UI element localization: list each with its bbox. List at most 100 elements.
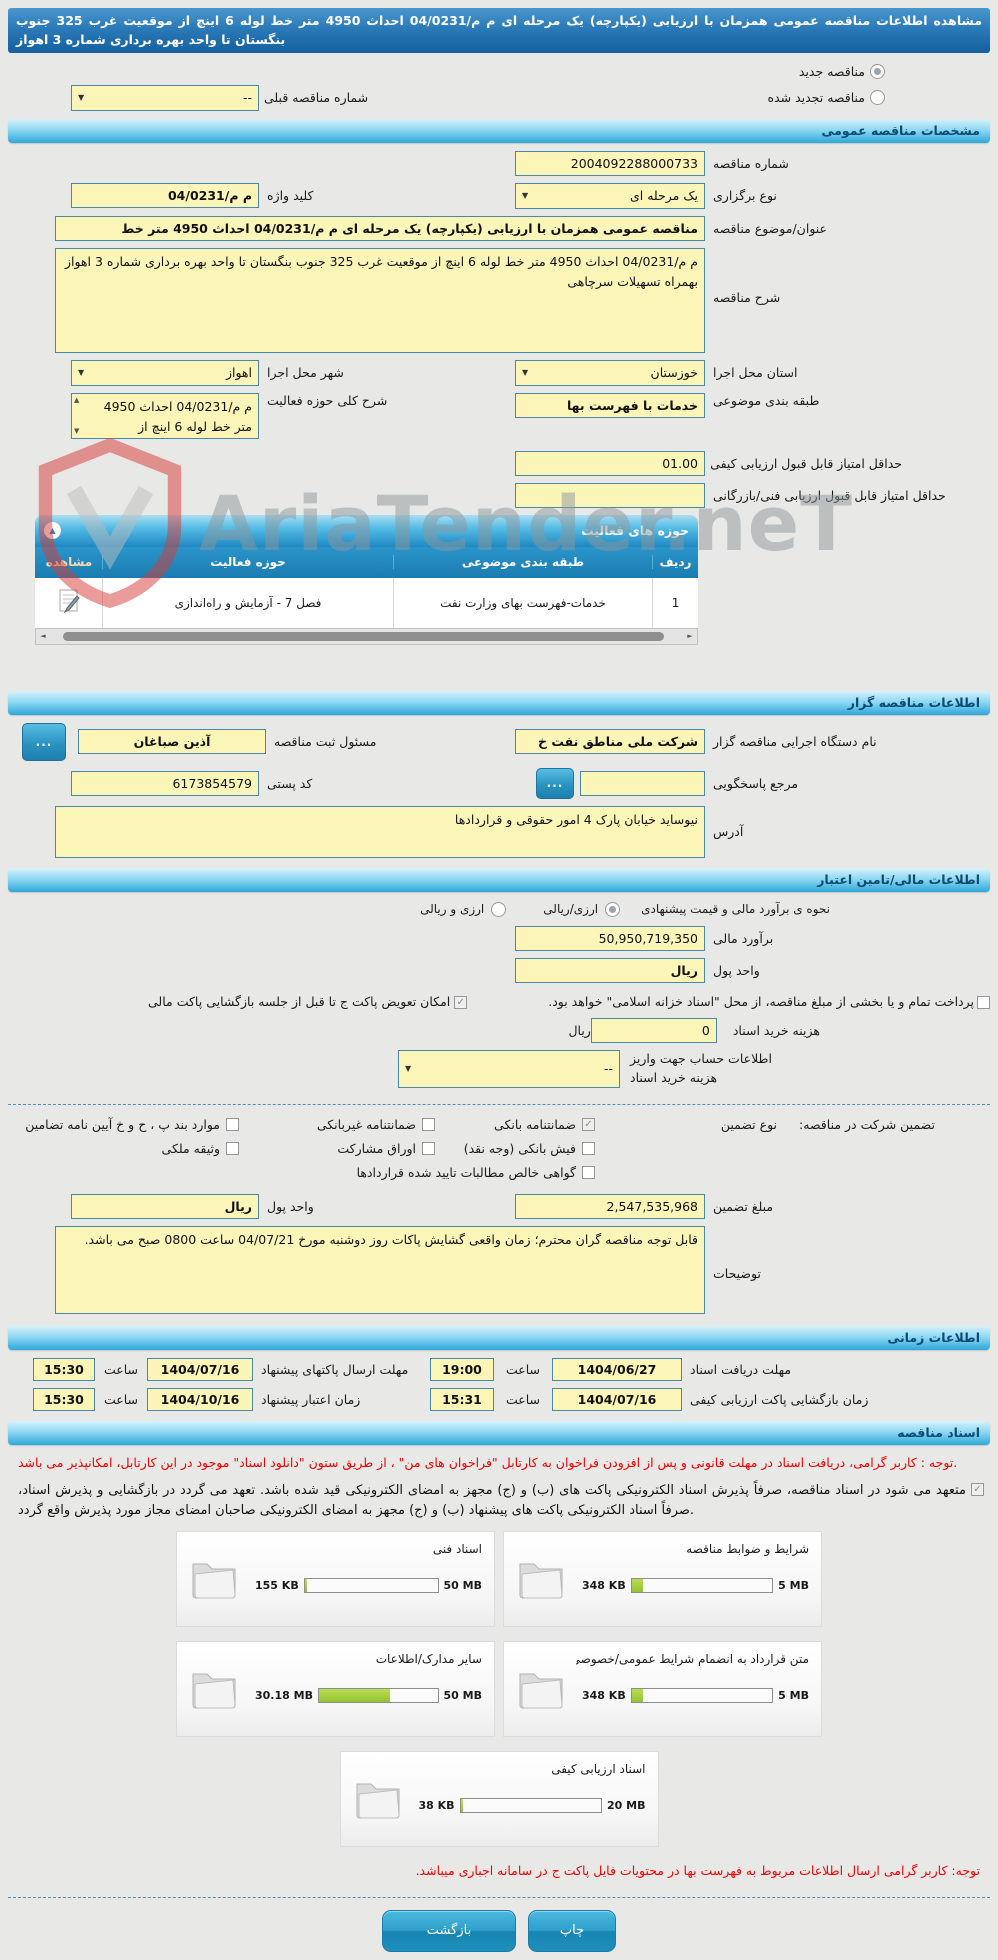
reply-reference-field[interactable]: [580, 770, 705, 796]
folder-icon: [356, 1783, 400, 1819]
divider: [8, 1103, 990, 1105]
previous-tender-select[interactable]: -- ▼: [71, 84, 259, 111]
registrar-field[interactable]: آذین صباغان: [78, 729, 266, 755]
guarantee-amount-field[interactable]: 2,547,535,968: [515, 1193, 705, 1219]
receive-date-field[interactable]: 1404/06/27: [552, 1357, 682, 1381]
net-claims-checkbox[interactable]: [582, 1165, 595, 1179]
quality-open-time-field[interactable]: 15:31: [430, 1387, 494, 1411]
section-documents: اسناد مناقصه: [8, 1420, 990, 1445]
guarantee-title: تضمین شرکت در مناقصه:: [799, 1116, 935, 1132]
file-card-terms[interactable]: شرایط و ضوابط مناقصه 348 KB 5 MB: [503, 1530, 822, 1627]
receive-time-field[interactable]: 19:00: [430, 1357, 494, 1381]
category-field[interactable]: خدمات با فهرست بها: [515, 392, 705, 418]
property-collateral-checkbox[interactable]: [226, 1141, 239, 1155]
tender-number-label: شماره مناقصه: [713, 155, 789, 171]
bid-validity-label: زمان اعتبار پیشنهاد: [261, 1391, 361, 1407]
renewed-tender-radio[interactable]: [870, 90, 885, 106]
currency-field[interactable]: ریال: [515, 957, 705, 983]
province-label: استان محل اجرا: [713, 365, 798, 381]
keyword-label: کلید واژه: [267, 188, 314, 204]
fee-account-select[interactable]: -- ▼: [398, 1049, 620, 1088]
estimate-label: برآورد مالی: [713, 930, 774, 946]
collapse-icon[interactable]: ▲: [44, 522, 61, 540]
hour-label: ساعت: [103, 1361, 138, 1377]
guarantee-type-label: نوع تضمین: [720, 1116, 778, 1132]
file-card-technical[interactable]: اسناد فنی 155 KB 50 MB: [176, 1530, 495, 1627]
swap-envelope-checkbox[interactable]: [454, 995, 468, 1009]
rial-currency-radio[interactable]: [605, 901, 621, 917]
nonbank-guarantee-checkbox[interactable]: [422, 1117, 435, 1131]
registrar-label: مسئول ثبت مناقصه: [274, 734, 377, 750]
view-document-icon[interactable]: [57, 588, 81, 617]
hour-label: ساعت: [103, 1391, 138, 1407]
folder-icon: [192, 1673, 236, 1709]
tender-files: شرایط و ضوابط مناقصه 348 KB 5 MB اسناد ف…: [176, 1530, 822, 1847]
folder-icon: [519, 1673, 563, 1709]
hour-label: ساعت: [505, 1361, 540, 1377]
city-label: شهر محل اجرا: [267, 365, 344, 381]
treasury-note: پرداخت تمام و یا بخشی از مبلغ مناقصه، از…: [548, 993, 974, 1009]
scope-field[interactable]: م م/04/0231 احداث 4950 متر خط لوله 6 این…: [71, 392, 259, 439]
address-field[interactable]: نیوساید خیابان پارک 4 امور حقوقی و قرارد…: [55, 805, 705, 858]
province-select[interactable]: خوزستان ▼: [515, 359, 705, 386]
quality-open-label: زمان بازگشایی پاکت ارزیابی کیفی: [690, 1391, 869, 1407]
quality-open-date-field[interactable]: 1404/07/16: [552, 1387, 682, 1411]
estimate-method-label: نحوه ی برآورد مالی و قیمت پیشنهادی: [641, 902, 830, 917]
submit-deadline-label: مهلت ارسال پاکتهای پیشنهاد: [261, 1361, 409, 1377]
folder-icon: [192, 1563, 236, 1599]
doc-fee-unit: ریال: [568, 1022, 591, 1038]
table-row: 1 خدمات-فهرست بهای وزارت نفت فصل 7 - آزم…: [35, 577, 698, 628]
scroll-left-icon[interactable]: ◄: [40, 632, 46, 641]
section-general-specs: مشخصات مناقصه عمومی: [8, 118, 990, 143]
tender-desc-field[interactable]: م م/04/0231 احداث 4950 متر خط لوله 6 این…: [55, 247, 705, 353]
tender-title-label: عنوان/موضوع مناقصه: [713, 220, 828, 236]
renewed-tender-label: مناقصه تجدید شده: [767, 90, 865, 106]
spinner-down-icon[interactable]: ▼: [74, 426, 80, 435]
min-quality-score-field[interactable]: 01.00: [515, 450, 705, 476]
activity-table-title: حوزه های فعالیت: [581, 523, 689, 539]
reply-browse-button[interactable]: ...: [536, 767, 574, 799]
min-tech-score-field[interactable]: [515, 482, 705, 508]
bid-validity-date-field[interactable]: 1404/10/16: [147, 1387, 253, 1411]
scroll-right-icon[interactable]: ►: [687, 632, 693, 641]
section-financial: اطلاعات مالی/تامین اعتبار: [8, 867, 990, 892]
bank-guarantee-checkbox[interactable]: [582, 1117, 595, 1131]
treasury-checkbox[interactable]: [977, 995, 990, 1009]
file-card-quality-eval[interactable]: اسناد ارزیابی کیفی 38 KB 20 MB: [339, 1750, 659, 1847]
file-card-other-docs[interactable]: سایر مدارک/اطلاعات 30.18 MB 50 MB: [176, 1640, 495, 1737]
agency-field[interactable]: شرکت ملی مناطق نفت خ: [515, 729, 705, 755]
print-button[interactable]: چاپ: [528, 1909, 616, 1952]
tender-number-field[interactable]: 2004092288000733: [515, 150, 705, 176]
postal-code-field[interactable]: 6173854579: [71, 770, 259, 796]
both-currency-radio[interactable]: [491, 901, 507, 917]
city-select[interactable]: اهواز ▼: [71, 359, 259, 386]
horizontal-scrollbar[interactable]: ◄ ►: [35, 627, 698, 645]
divider: [8, 1896, 990, 1898]
estimate-field[interactable]: 50,950,719,350: [515, 925, 705, 951]
notes-field[interactable]: قابل توجه مناقصه گران محترم؛ زمان واقعی …: [55, 1225, 705, 1314]
guarantee-currency-field[interactable]: ریال: [71, 1193, 259, 1219]
reply-reference-label: مرجع پاسخگویی: [713, 775, 799, 791]
doc-fee-field[interactable]: 0: [590, 1017, 717, 1043]
file-card-contract[interactable]: متن قرارداد به انضمام شرایط عمومی/خصوصی …: [503, 1640, 822, 1737]
fee-account-label: اطلاعات حساب جهت واریز هزینه خرید اسناد: [630, 1051, 772, 1085]
keyword-field[interactable]: م م/04/0231: [71, 183, 259, 209]
bid-validity-time-field[interactable]: 15:30: [33, 1387, 95, 1411]
commitment-checkbox[interactable]: [971, 1482, 984, 1496]
back-button[interactable]: بازگشت: [382, 1909, 516, 1952]
guarantee-currency-label: واحد پول: [267, 1198, 314, 1214]
new-tender-radio[interactable]: [870, 64, 885, 80]
participation-bonds-checkbox[interactable]: [422, 1141, 435, 1155]
submit-date-field[interactable]: 1404/07/16: [147, 1357, 253, 1381]
agency-browse-button[interactable]: ...: [22, 722, 66, 761]
holding-type-select[interactable]: یک مرحله ای ▼: [515, 182, 705, 209]
currency-label: واحد پول: [713, 962, 760, 978]
bank-slip-checkbox[interactable]: [582, 1141, 595, 1155]
rial-currency-label: ارزی/ریالی: [543, 902, 599, 917]
tender-title-field[interactable]: مناقصه عمومی همزمان با ارزیابی (یکپارچه)…: [55, 215, 705, 241]
spinner-up-icon[interactable]: ▲: [74, 395, 80, 404]
min-tech-score-label: حداقل امتیاز قابل قبول ارزیابی فنی/بازرگ…: [713, 487, 946, 503]
section-organizer: اطلاعات مناقصه گزار: [8, 690, 990, 715]
bylaw-items-checkbox[interactable]: [226, 1117, 239, 1131]
submit-time-field[interactable]: 15:30: [33, 1357, 95, 1381]
